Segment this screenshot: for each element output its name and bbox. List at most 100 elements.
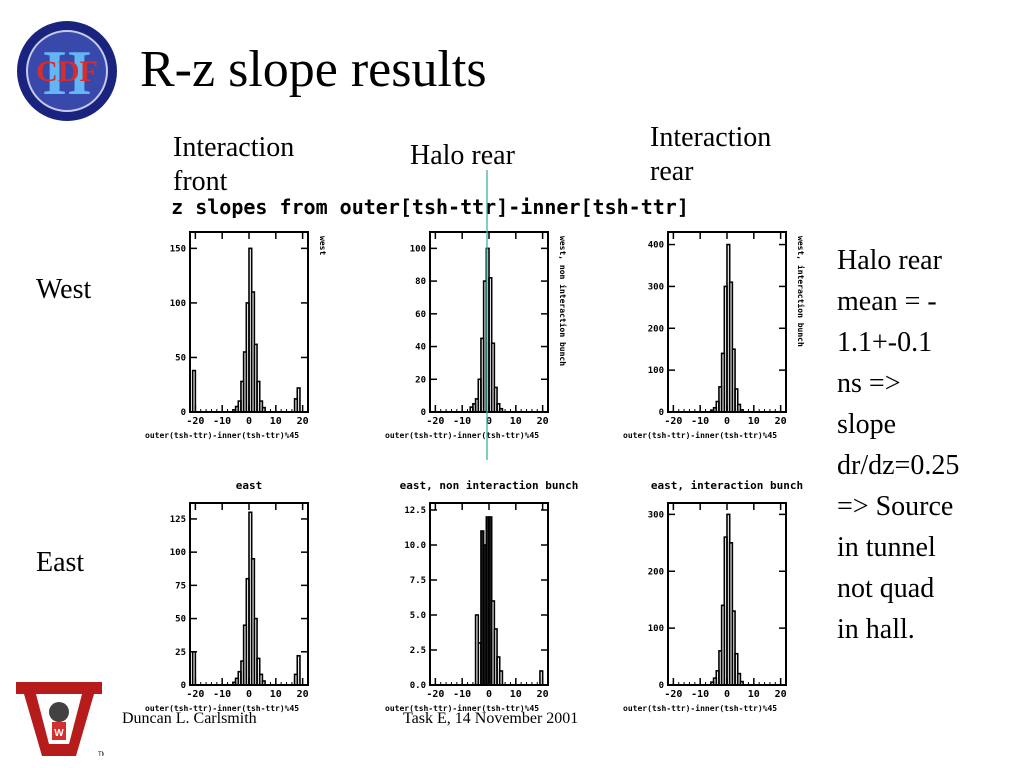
row-label-east: East [36,547,85,578]
y-tick-label: 125 [170,515,186,525]
histogram-bin [736,672,742,686]
histogram-bin [493,386,498,413]
y-tick-label: 100 [410,244,426,254]
x-tick-label: -20 [664,689,682,700]
histogram-bin [539,670,544,686]
side-note-line: dr/dz=0.25 [837,450,960,481]
x-tick-label: 0 [246,689,252,700]
x-axis-label: outer(tsh-ttr)-inner(tsh-ttr)%45 [385,703,539,713]
y-tick-label: 100 [170,548,186,558]
histogram-bin [728,281,734,413]
x-tick-label: -10 [453,689,471,700]
footer-author: Duncan L. Carlsmith [122,710,257,727]
badger-sweater-icon [52,722,66,740]
x-tick-label: 20 [297,689,309,700]
x-tick-label: 0 [724,689,730,700]
y-tick-label: 7.5 [410,576,426,586]
y-tick-label: 300 [648,510,664,520]
histogram-bin [731,348,736,413]
row-label-west: West [36,274,92,305]
cdf-logo-text: CDF [36,55,98,88]
x-tick-label: -20 [186,416,204,427]
x-tick-label: 0 [724,416,730,427]
plot-header: z slopes from outer[tsh-ttr]-inner[tsh-t… [171,195,689,219]
x-axis-label: outer(tsh-ttr)-inner(tsh-ttr)%45 [145,430,299,440]
cdf-logo-inner-disc [27,31,107,111]
y-tick-label: 200 [648,324,664,334]
y-tick-label: 12.5 [404,506,426,516]
histogram-bin [256,380,261,413]
x-tick-label: -20 [664,416,682,427]
x-axis-label: outer(tsh-ttr)-inner(tsh-ttr)%45 [623,703,777,713]
x-tick-label: -20 [186,689,204,700]
x-tick-label: 10 [270,689,282,700]
histogram-bin [490,342,496,413]
histogram-bin [736,403,742,413]
histogram-bin [731,610,736,686]
x-tick-label: 20 [537,689,549,700]
y-tick-label: 400 [648,241,664,251]
column-label-interaction-rear: Interaction rear [650,122,772,187]
wisconsin-logo-letter: W [54,728,64,739]
slide-title: R-z slope results [140,41,487,98]
x-tick-label: 20 [297,416,309,427]
y-tick-label: 25 [175,648,186,658]
y-tick-label: 0 [659,681,664,691]
histogram-bin [191,650,197,686]
x-tick-label: -20 [426,416,444,427]
histogram-bin [739,409,744,413]
histogram-bin [296,387,301,413]
plot-title: east, non interaction bunch [400,479,579,492]
y-tick-label: 50 [175,353,186,363]
x-axis-label: outer(tsh-ttr)-inner(tsh-ttr)%45 [385,430,539,440]
y-tick-label: 100 [648,624,664,634]
column-label-interaction-front: Interaction front [173,132,295,197]
plot-title: east, interaction bunch [651,479,803,492]
cdf-logo-inner-ring [26,30,108,112]
x-tick-label: 10 [748,689,760,700]
badger-head-icon [49,702,69,722]
y-tick-label: 0 [181,408,186,418]
x-tick-label: 20 [775,416,787,427]
y-tick-label: 20 [415,375,426,385]
x-tick-label: -10 [453,416,471,427]
x-tick-label: 10 [510,689,522,700]
y-tick-label: 0.0 [410,681,426,691]
x-tick-label: -20 [426,689,444,700]
y-tick-label: 0 [421,408,426,418]
plot-side-label: west, non interaction bunch [558,236,568,366]
x-tick-label: -10 [213,416,231,427]
y-tick-label: 5.0 [410,611,426,621]
side-note-line: not quad [837,573,935,604]
y-tick-label: 300 [648,282,664,292]
histogram-bin [258,673,264,686]
y-tick-label: 60 [415,310,426,320]
histogram-bin [261,406,266,413]
y-tick-label: 100 [648,366,664,376]
x-tick-label: 10 [270,416,282,427]
x-tick-label: 20 [775,689,787,700]
histogram-bin [296,654,301,686]
side-note-line: 1.1+-0.1 [837,327,933,358]
histogram-bin [191,369,197,413]
side-note: Halo rear mean = - 1.1+-0.1 ns => slope … [837,240,997,650]
histogram-bin [498,670,504,686]
y-tick-label: 10.0 [404,541,426,551]
y-tick-label: 0 [181,681,186,691]
y-tick-label: 0 [659,408,664,418]
wisconsin-logo-tm: TM [98,752,104,758]
plot-side-label: west, interaction bunch [796,236,806,347]
y-tick-label: 2.5 [410,646,426,656]
y-tick-label: 80 [415,277,426,287]
histogram-bin [498,407,504,413]
y-tick-label: 100 [170,299,186,309]
x-tick-label: -10 [691,689,709,700]
cdf-logo-numeral: II [42,37,92,108]
histogram-bin [734,388,739,413]
x-axis-label: outer(tsh-ttr)-inner(tsh-ttr)%45 [623,430,777,440]
x-tick-label: -10 [213,689,231,700]
y-tick-label: 150 [170,244,186,254]
histogram-bin [261,680,266,686]
x-tick-label: 0 [486,689,492,700]
